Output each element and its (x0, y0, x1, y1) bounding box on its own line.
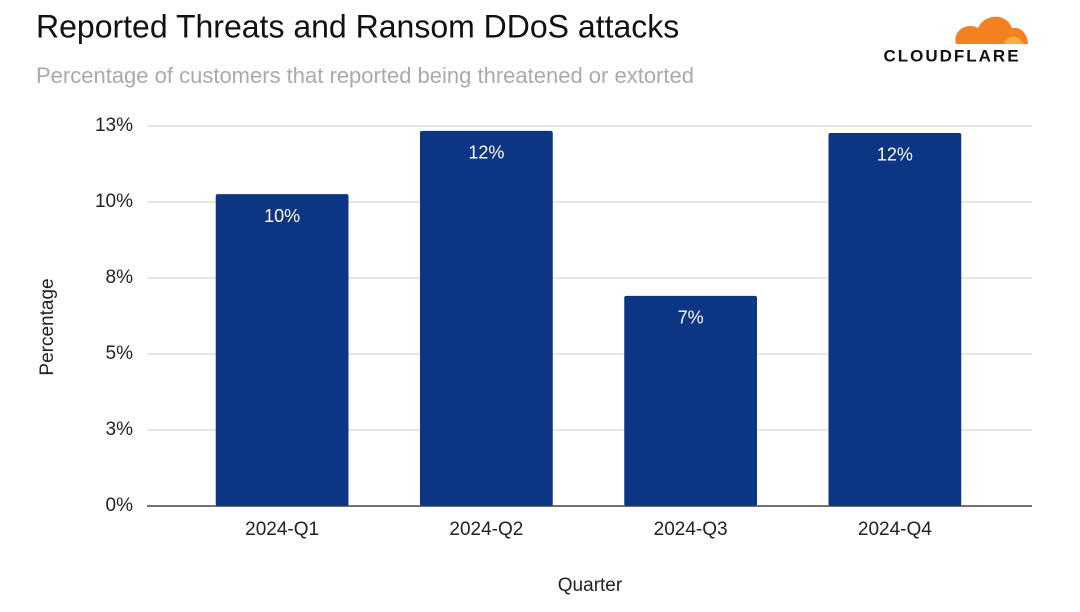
value-label: 12% (877, 145, 913, 165)
bar (828, 132, 962, 506)
x-tick-label: 2024-Q1 (245, 519, 319, 540)
value-label: 10% (264, 206, 300, 226)
y-tick-label: 10% (95, 191, 133, 212)
y-axis-label: Percentage (37, 278, 58, 375)
y-tick-label: 8% (106, 267, 134, 288)
x-tick-label: 2024-Q4 (858, 519, 932, 540)
y-tick-label: 5% (106, 343, 134, 364)
y-tick-label: 13% (95, 115, 133, 136)
y-tick-label: 3% (106, 419, 134, 440)
chart-title: Reported Threats and Ransom DDoS attacks (36, 8, 679, 44)
value-label: 12% (468, 143, 504, 163)
y-tick-label: 0% (106, 495, 134, 516)
logo: CLOUDFLARE (883, 16, 1028, 65)
bar (215, 194, 349, 506)
logo-cloud-accent (1004, 36, 1024, 44)
logo-cloud (955, 16, 1028, 44)
bar (624, 295, 758, 506)
x-tick-label: 2024-Q3 (654, 519, 728, 540)
value-label: 7% (678, 308, 704, 328)
logo-text: CLOUDFLARE (883, 46, 1020, 65)
x-axis-label: Quarter (558, 575, 623, 596)
chart-subtitle: Percentage of customers that reported be… (36, 63, 694, 88)
x-tick-label: 2024-Q2 (449, 519, 523, 540)
bar (419, 130, 553, 506)
